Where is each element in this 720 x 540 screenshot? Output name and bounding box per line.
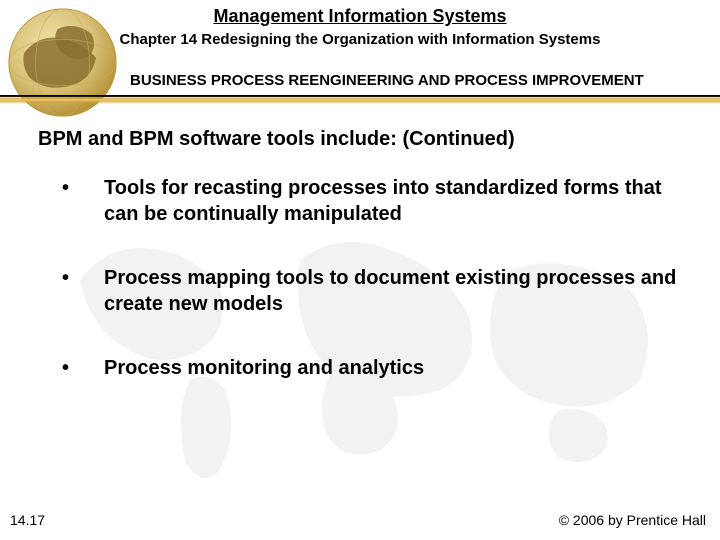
content-heading: BPM and BPM software tools include: (Con…	[38, 128, 682, 151]
course-title: Management Information Systems	[0, 6, 720, 27]
slide: Management Information Systems Chapter 1…	[0, 0, 720, 540]
slide-header: Management Information Systems Chapter 1…	[0, 0, 720, 48]
copyright: © 2006 by Prentice Hall	[559, 512, 706, 528]
chapter-line: Chapter 14 Redesigning the Organization …	[0, 31, 720, 48]
bullet-list: Tools for recasting processes into stand…	[38, 175, 682, 381]
section-heading: BUSINESS PROCESS REENGINEERING AND PROCE…	[0, 66, 720, 97]
content-area: BPM and BPM software tools include: (Con…	[0, 104, 720, 381]
bullet-item: Process mapping tools to document existi…	[62, 265, 682, 317]
bullet-item: Tools for recasting processes into stand…	[62, 175, 682, 227]
bullet-item: Process monitoring and analytics	[62, 355, 682, 381]
gold-divider	[0, 96, 720, 104]
slide-number: 14.17	[10, 512, 45, 528]
